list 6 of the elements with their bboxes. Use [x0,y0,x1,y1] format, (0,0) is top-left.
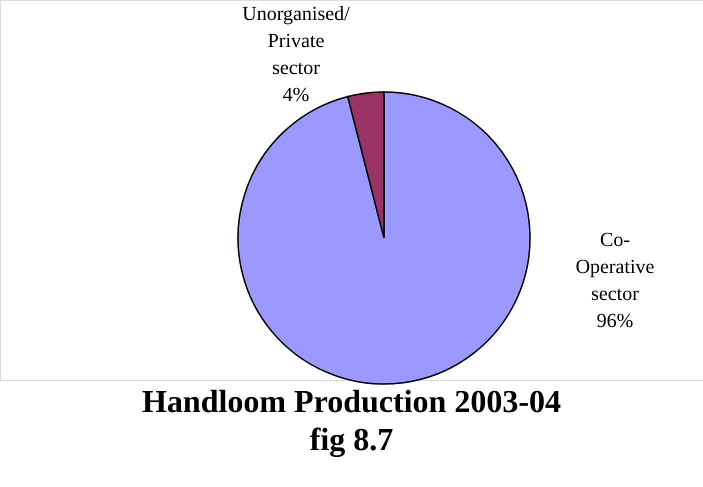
data-label: 4% [282,84,310,106]
slice-label: Co-Operative sector [576,229,655,305]
text: Handloom Production 2003-04 [142,383,561,419]
data-label: 96% [596,310,634,332]
text: fig 8.7 [310,421,394,458]
slice-label: Unorganised/ Private sector [242,3,350,79]
